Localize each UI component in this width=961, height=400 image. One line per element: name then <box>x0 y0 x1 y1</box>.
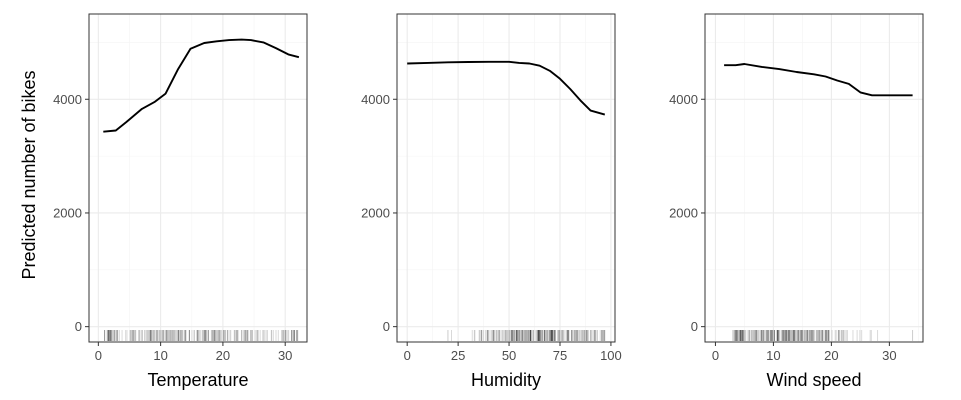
x-tick-label: 50 <box>502 348 516 363</box>
x-tick-label: 20 <box>824 348 838 363</box>
x-tick-label: 0 <box>712 348 719 363</box>
y-tick-label: 2000 <box>669 205 698 220</box>
panel-background <box>397 14 615 342</box>
panel-frame-layer <box>88 13 924 343</box>
x-tick-label: 10 <box>153 348 167 363</box>
x-tick-label: 25 <box>451 348 465 363</box>
y-tick-label: 0 <box>691 319 698 334</box>
line-layer <box>103 38 913 133</box>
x-tick-label: 10 <box>766 348 780 363</box>
x-tick-label: 75 <box>553 348 567 363</box>
x-axis-title: Temperature <box>147 370 248 390</box>
y-axis-title: Predicted number of bikes <box>19 70 39 279</box>
panel-border <box>396 13 616 343</box>
y-tick-label: 4000 <box>53 92 82 107</box>
panel-background <box>89 14 307 342</box>
y-tick-label: 2000 <box>53 205 82 220</box>
x-tick-label: 0 <box>404 348 411 363</box>
x-tick-label: 0 <box>95 348 102 363</box>
x-tick-label: 20 <box>216 348 230 363</box>
grid-layer <box>89 14 923 342</box>
x-axis-title: Wind speed <box>766 370 861 390</box>
y-tick-label: 0 <box>383 319 390 334</box>
y-tick-label: 4000 <box>669 92 698 107</box>
series-line <box>407 60 606 116</box>
y-tick-label: 0 <box>75 319 82 334</box>
panel-background <box>705 14 923 342</box>
series-line <box>724 63 913 97</box>
x-tick-label: 100 <box>600 348 622 363</box>
panel-border <box>704 13 924 343</box>
x-tick-label: 30 <box>278 348 292 363</box>
y-tick-label: 2000 <box>361 205 390 220</box>
x-axis-title: Humidity <box>471 370 541 390</box>
rug-layer <box>104 330 914 341</box>
x-tick-label: 30 <box>882 348 896 363</box>
panel-border <box>88 13 308 343</box>
series-line <box>103 38 300 133</box>
y-tick-label: 4000 <box>361 92 390 107</box>
